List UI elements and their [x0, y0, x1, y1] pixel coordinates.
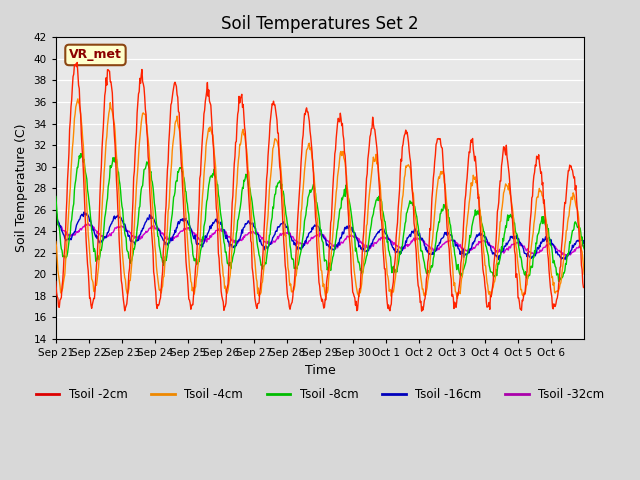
Legend: Tsoil -2cm, Tsoil -4cm, Tsoil -8cm, Tsoil -16cm, Tsoil -32cm: Tsoil -2cm, Tsoil -4cm, Tsoil -8cm, Tsoi…: [31, 383, 609, 406]
Y-axis label: Soil Temperature (C): Soil Temperature (C): [15, 124, 28, 252]
Title: Soil Temperatures Set 2: Soil Temperatures Set 2: [221, 15, 419, 33]
Text: VR_met: VR_met: [69, 48, 122, 61]
X-axis label: Time: Time: [305, 363, 335, 377]
